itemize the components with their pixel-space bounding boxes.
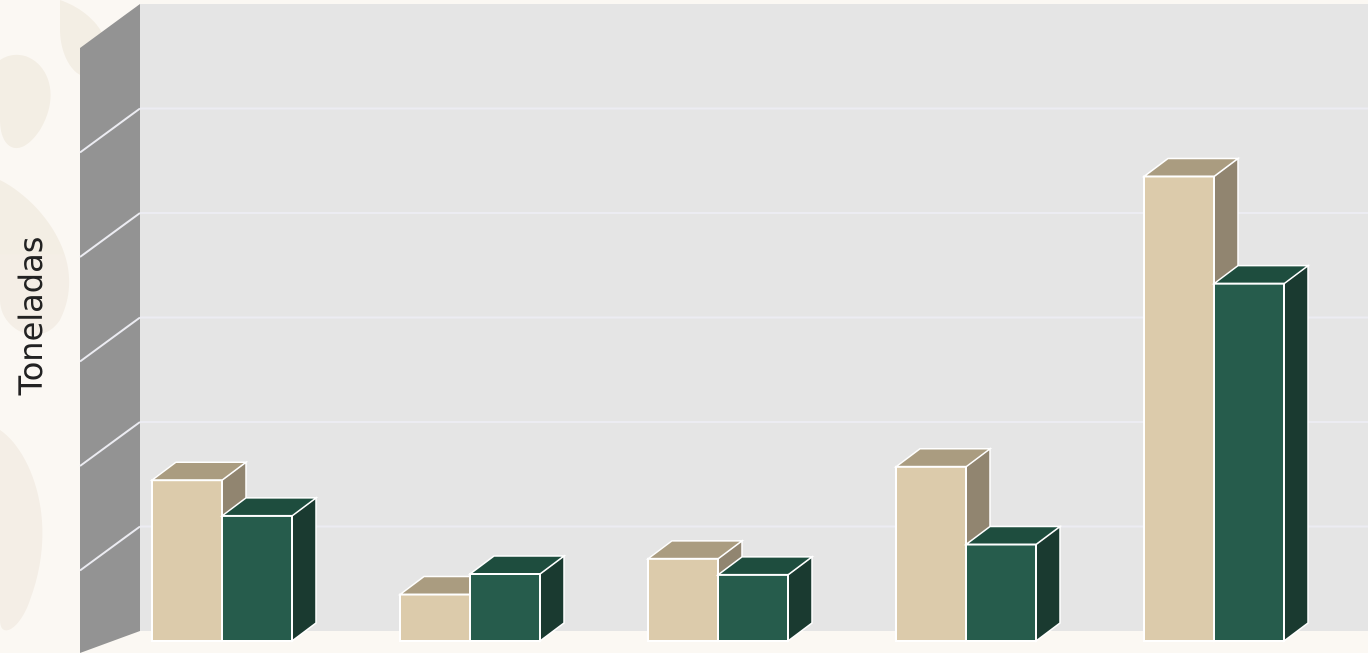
bar-side (1035, 525, 1061, 643)
bars-group (149, 156, 1311, 643)
bar-front (895, 465, 967, 642)
bar-front (221, 514, 293, 643)
bar-front (151, 479, 223, 643)
side-gridline (79, 525, 141, 572)
side-gridline (79, 107, 141, 154)
bar-s2-c5 (1211, 264, 1311, 643)
bar-front (399, 593, 471, 643)
bar-side (1283, 264, 1309, 643)
bar-front (469, 573, 541, 642)
bar-s2-c4 (963, 525, 1063, 643)
bar-front (717, 573, 789, 642)
bar-front (647, 557, 719, 643)
side-gridline (79, 421, 141, 467)
y-axis-label: Toneladas (12, 237, 50, 397)
background-pattern (0, 0, 107, 631)
bar-side (291, 496, 317, 643)
bar-front (1213, 282, 1285, 642)
bar-front (1143, 175, 1215, 642)
bar-s2-c1 (219, 496, 319, 643)
side-gridline (79, 212, 141, 258)
bar-front (965, 543, 1037, 643)
side-wall (80, 4, 140, 653)
bar-s2-c3 (715, 555, 815, 643)
bar-s2-c2 (467, 554, 567, 643)
side-gridline (79, 316, 141, 363)
